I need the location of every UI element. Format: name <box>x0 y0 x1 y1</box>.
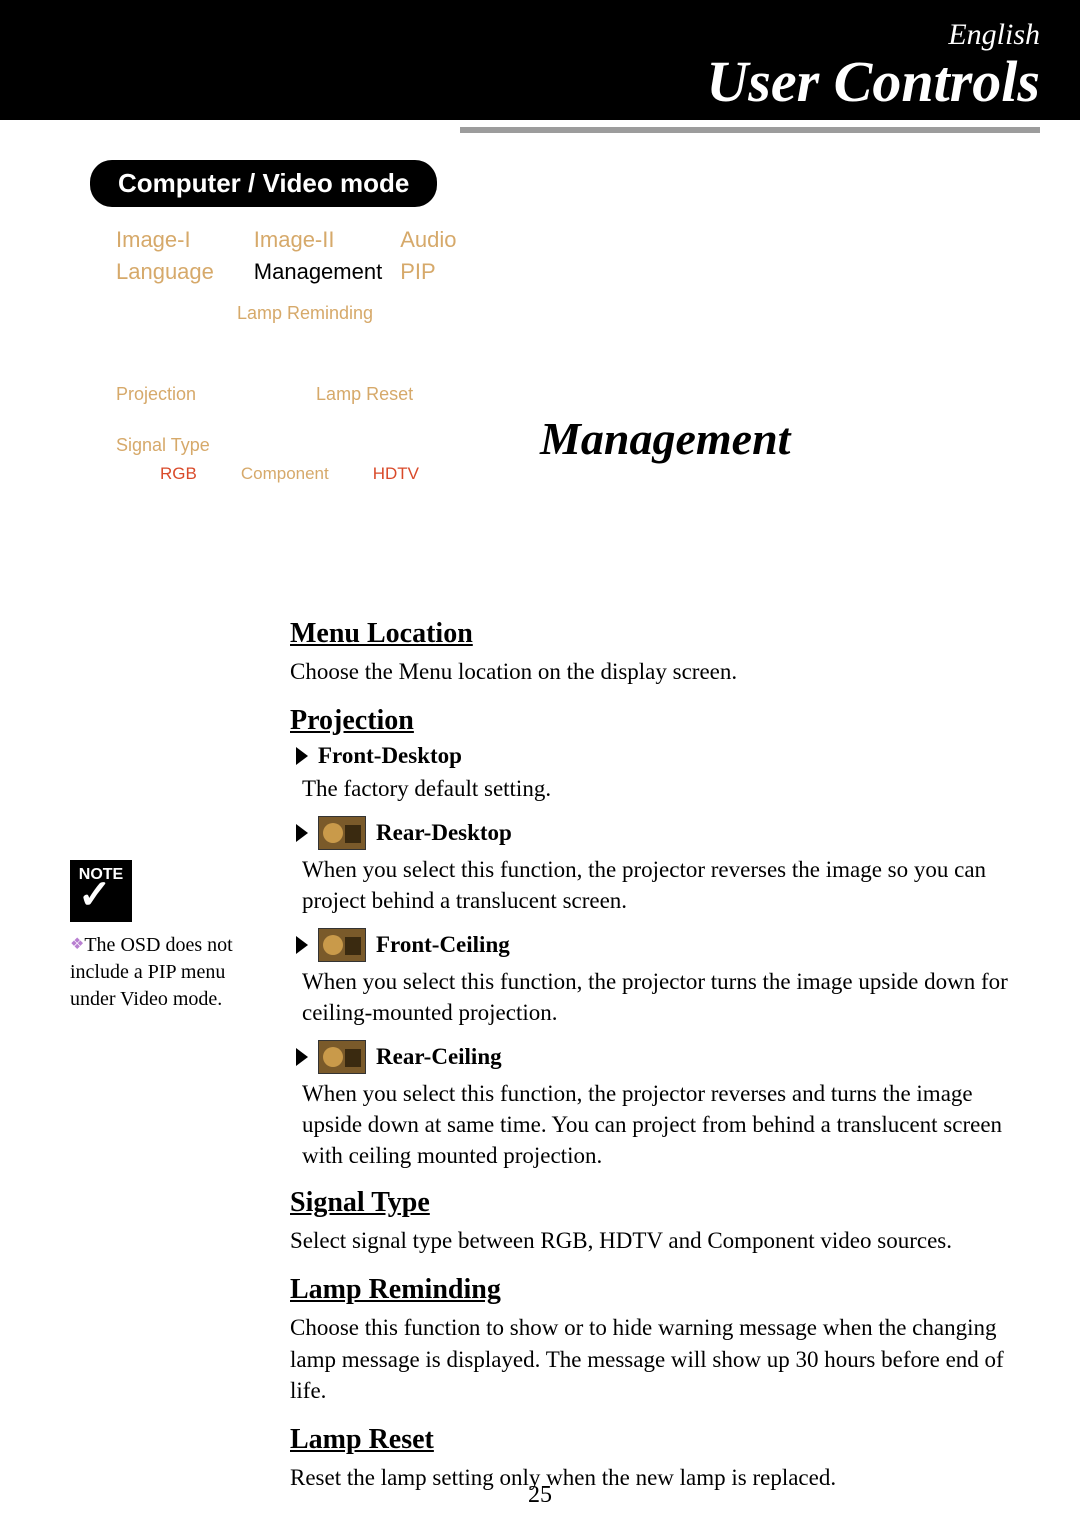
proj-rear-ceiling: Rear-Ceiling When you select this functi… <box>290 1040 1030 1171</box>
heading-projection: Projection <box>290 705 1030 737</box>
osd-item-signal-type[interactable]: Signal Type <box>90 435 520 456</box>
tab-language[interactable]: Language <box>116 259 236 285</box>
note-badge-label: NOTE <box>79 866 123 922</box>
header-bar: English User Controls <box>0 0 1080 120</box>
signal-component[interactable]: Component <box>241 464 329 484</box>
osd-item-lamp-reminding[interactable]: Lamp Reminding <box>90 303 520 324</box>
heading-lamp-reminding: Lamp Reminding <box>290 1274 1030 1306</box>
note-text-content: The OSD does not include a PIP menu unde… <box>70 934 233 1010</box>
arrow-icon <box>296 824 308 842</box>
arrow-icon <box>296 747 308 765</box>
osd-tabs: Image-I Image-II Audio Language Manageme… <box>90 227 520 285</box>
proj-desc-rear-ceiling: When you select this function, the proje… <box>302 1078 1030 1171</box>
proj-label-front-desktop: Front-Desktop <box>318 743 462 769</box>
signal-rgb[interactable]: RGB <box>160 464 197 484</box>
title-underline <box>460 127 1040 133</box>
heading-menu-location: Menu Location <box>290 618 1030 650</box>
tab-pip[interactable]: PIP <box>400 259 520 285</box>
arrow-icon <box>296 1048 308 1066</box>
section-title: Management <box>540 412 790 465</box>
proj-desc-rear-desktop: When you select this function, the proje… <box>302 854 1030 916</box>
osd-row-proj-reset: Projection Lamp Reset <box>90 384 520 405</box>
text-menu-location: Choose the Menu location on the display … <box>290 656 1030 687</box>
heading-signal-type: Signal Type <box>290 1187 1030 1219</box>
tab-image-i[interactable]: Image-I <box>116 227 236 253</box>
osd-signal-options: RGB Component HDTV <box>90 464 520 484</box>
text-lamp-reminding: Choose this function to show or to hide … <box>290 1312 1030 1405</box>
proj-rear-desktop: Rear-Desktop When you select this functi… <box>290 816 1030 916</box>
note-box: NOTE ❖The OSD does not include a PIP men… <box>70 860 270 1013</box>
tab-management[interactable]: Management <box>254 259 382 285</box>
tab-image-ii[interactable]: Image-II <box>254 227 382 253</box>
proj-desc-front-desktop: The factory default setting. <box>302 773 1030 804</box>
page-title: User Controls <box>706 48 1040 115</box>
tab-audio[interactable]: Audio <box>400 227 520 253</box>
proj-label-rear-desktop: Rear-Desktop <box>376 820 512 846</box>
osd-item-lamp-reset[interactable]: Lamp Reset <box>316 384 413 405</box>
proj-desc-front-ceiling: When you select this function, the proje… <box>302 966 1030 1028</box>
proj-front-desktop: Front-Desktop The factory default settin… <box>290 743 1030 804</box>
projector-icon <box>318 816 366 850</box>
page-number: 25 <box>0 1482 1080 1509</box>
note-badge: NOTE <box>70 860 132 922</box>
arrow-icon <box>296 936 308 954</box>
diamond-icon: ❖ <box>70 936 84 953</box>
text-signal-type: Select signal type between RGB, HDTV and… <box>290 1225 1030 1256</box>
content-column: Menu Location Choose the Menu location o… <box>290 618 1030 1511</box>
osd-item-projection[interactable]: Projection <box>116 384 196 405</box>
mode-pill: Computer / Video mode <box>90 160 437 207</box>
signal-hdtv[interactable]: HDTV <box>373 464 419 484</box>
language-label: English <box>948 18 1040 52</box>
heading-lamp-reset: Lamp Reset <box>290 1424 1030 1456</box>
proj-label-rear-ceiling: Rear-Ceiling <box>376 1044 502 1070</box>
proj-label-front-ceiling: Front-Ceiling <box>376 932 510 958</box>
projector-icon <box>318 1040 366 1074</box>
note-text: ❖The OSD does not include a PIP menu und… <box>70 932 270 1013</box>
osd-panel: Computer / Video mode Image-I Image-II A… <box>90 160 520 484</box>
projector-icon <box>318 928 366 962</box>
proj-front-ceiling: Front-Ceiling When you select this funct… <box>290 928 1030 1028</box>
